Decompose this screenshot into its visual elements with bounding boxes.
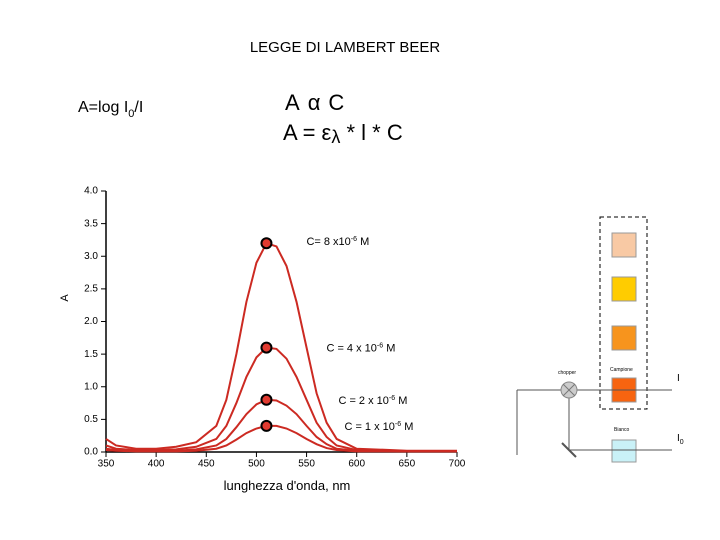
intensity-label: I0 — [677, 433, 684, 446]
y-tick-label: 2.0 — [84, 316, 98, 327]
annotation-sup: -6 — [377, 343, 383, 350]
cuvette — [611, 276, 637, 302]
cuvette — [611, 232, 637, 258]
sample-label: Campione — [610, 367, 633, 373]
annotation-unit: M — [401, 421, 413, 433]
annotation-unit: M — [383, 343, 395, 355]
annotation-text: C = 4 x 10 — [326, 343, 376, 355]
formula-law: A = ελ * l * C — [283, 120, 403, 147]
cuvette-frame — [599, 216, 648, 410]
formula-symbol: λ — [331, 127, 340, 147]
annotation-sup: -6 — [389, 395, 395, 402]
formula-part: /I — [134, 99, 143, 116]
annotation-text: C = 2 x 10 — [338, 395, 388, 407]
y-tick-label: 2.5 — [84, 284, 98, 295]
slide-title: LEGGE DI LAMBERT BEER — [250, 39, 441, 56]
label-sub: 0 — [680, 439, 684, 446]
y-tick-label: 0.5 — [84, 414, 98, 425]
chart: A lunghezza d'onda, nm 0.0 0.5 1.0 1.5 2.0 2.… — [59, 186, 466, 493]
formula-symbol: α — [308, 90, 321, 115]
x-tick-label: 350 — [98, 459, 115, 470]
y-tick-label: 1.5 — [84, 349, 98, 360]
cuvette — [611, 325, 637, 351]
chopper-label: chopper — [558, 370, 576, 376]
formula-absorbance: A=log I0/I — [78, 99, 143, 120]
annotation-unit: M — [357, 236, 369, 248]
peak-marker — [260, 419, 273, 432]
annotation: C = 2 x 10-6 M — [338, 395, 407, 407]
y-tick-label: 4.0 — [84, 186, 98, 197]
y-tick-label: 3.5 — [84, 218, 98, 229]
x-tick-label: 650 — [399, 459, 416, 470]
y-tick-label: 0.0 — [84, 447, 98, 458]
formula-sub: 0 — [128, 108, 134, 120]
annotation-sup: -6 — [395, 421, 401, 428]
formula-part: * l * C — [340, 120, 402, 145]
formula-symbol: ε — [322, 120, 332, 145]
x-axis-label: lunghezza d'onda, nm — [224, 478, 351, 493]
peak-marker — [260, 341, 273, 354]
mirror — [561, 442, 577, 458]
y-tick-label: 1.0 — [84, 381, 98, 392]
annotation-unit: M — [395, 395, 407, 407]
spectrum-line — [105, 241, 457, 452]
label-part: I — [677, 433, 680, 444]
y-axis-label: A — [59, 294, 71, 302]
formula-part: A=log I — [78, 99, 128, 116]
annotation-text: C = 1 x 10 — [344, 421, 394, 433]
x-tick-label: 550 — [298, 459, 315, 470]
y-tick-label: 3.0 — [84, 251, 98, 262]
annotation: C = 4 x 10-6 M — [326, 343, 395, 355]
annotation: C= 8 x10-6 M — [306, 236, 369, 248]
spectrophotometer-diagram: chopper Campione Bianco I I0 — [516, 216, 684, 463]
annotation-sup: -6 — [351, 236, 357, 243]
x-tick-label: 450 — [198, 459, 215, 470]
x-tick-label: 700 — [449, 459, 466, 470]
peak-marker — [260, 393, 273, 406]
x-tick-label: 600 — [348, 459, 365, 470]
x-tick-label: 400 — [148, 459, 165, 470]
formula-part: C — [328, 90, 344, 115]
cuvette — [611, 439, 637, 463]
peak-marker — [260, 237, 273, 250]
intensity-label: I — [677, 373, 680, 384]
annotation-text: C= 8 x10 — [306, 236, 350, 248]
annotation: C = 1 x 10-6 M — [344, 421, 413, 433]
chopper-wheel — [562, 383, 576, 397]
x-tick-label: 500 — [248, 459, 265, 470]
blank-label: Bianco — [614, 427, 630, 433]
formula-part: A — [285, 90, 300, 115]
formula-part: A = — [283, 120, 322, 145]
